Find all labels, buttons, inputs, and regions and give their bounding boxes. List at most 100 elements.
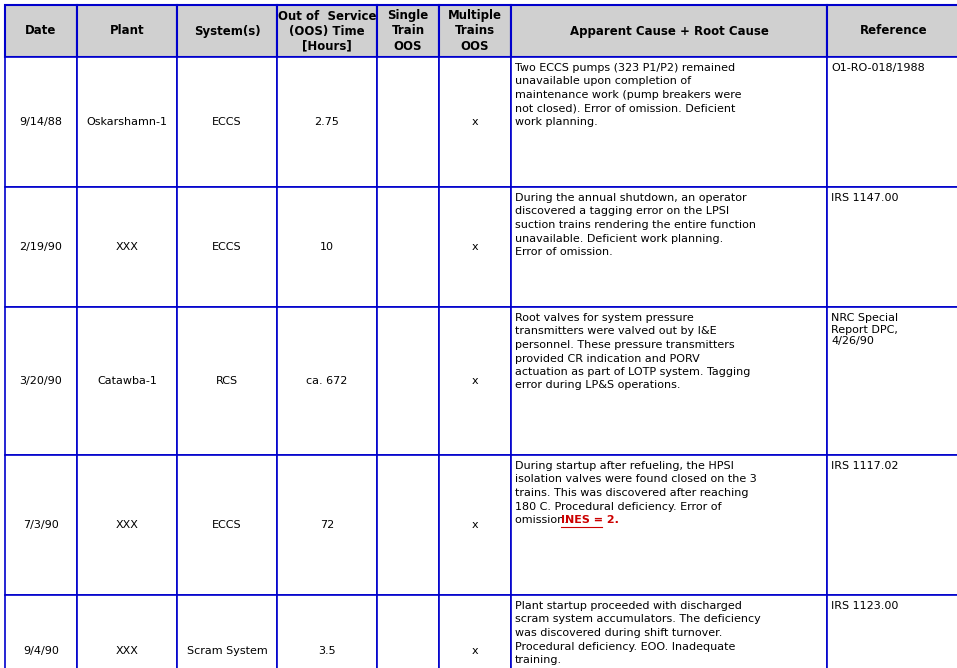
Text: actuation as part of LOTP system. Tagging: actuation as part of LOTP system. Taggin…	[515, 367, 754, 377]
Bar	[277, 455, 377, 595]
Bar	[377, 455, 439, 595]
Text: trains. This was discovered after reaching: trains. This was discovered after reachi…	[515, 488, 752, 498]
Bar	[77, 57, 177, 187]
Text: Procedural deficiency. EOO. Inadequate: Procedural deficiency. EOO. Inadequate	[515, 641, 739, 651]
Bar	[827, 307, 957, 455]
Bar	[5, 187, 77, 307]
Text: 3.5: 3.5	[318, 646, 336, 656]
Bar	[77, 307, 177, 455]
Text: During the annual shutdown, an operator: During the annual shutdown, an operator	[515, 193, 750, 203]
Text: ca. 672: ca. 672	[306, 376, 347, 386]
Bar	[439, 57, 511, 187]
Bar	[77, 455, 177, 595]
Text: Reference: Reference	[860, 25, 928, 37]
Bar	[511, 595, 827, 668]
Bar	[377, 57, 439, 187]
Text: 2.75: 2.75	[315, 117, 340, 127]
Bar	[177, 595, 277, 668]
Bar	[77, 595, 177, 668]
Text: isolation valves were found closed on the 3: isolation valves were found closed on th…	[515, 474, 760, 484]
Text: unavailable upon completion of: unavailable upon completion of	[515, 77, 695, 86]
Bar	[177, 455, 277, 595]
Text: System(s): System(s)	[193, 25, 260, 37]
Bar	[439, 5, 511, 57]
Bar	[177, 5, 277, 57]
Bar	[277, 595, 377, 668]
Bar	[827, 595, 957, 668]
Text: personnel. These pressure transmitters: personnel. These pressure transmitters	[515, 340, 738, 350]
Text: not closed). Error of omission. Deficient: not closed). Error of omission. Deficien…	[515, 104, 739, 114]
Bar	[77, 5, 177, 57]
Bar	[439, 307, 511, 455]
Text: 7/3/90: 7/3/90	[23, 520, 59, 530]
Text: Error of omission.: Error of omission.	[515, 247, 612, 257]
Text: Oskarshamn-1: Oskarshamn-1	[86, 117, 167, 127]
Text: 10: 10	[320, 242, 334, 252]
Bar	[511, 57, 827, 187]
Text: Apparent Cause + Root Cause: Apparent Cause + Root Cause	[569, 25, 768, 37]
Text: scram system accumulators. The deficiency: scram system accumulators. The deficienc…	[515, 615, 765, 625]
Text: transmitters were valved out by I&E: transmitters were valved out by I&E	[515, 327, 720, 337]
Text: NRC Special
Report DPC,
4/26/90: NRC Special Report DPC, 4/26/90	[831, 313, 898, 346]
Bar	[277, 307, 377, 455]
Text: IRS 1147.00: IRS 1147.00	[831, 193, 899, 203]
Text: Single
Train
OOS: Single Train OOS	[388, 9, 429, 53]
Text: Out of  Service
(OOS) Time
[Hours]: Out of Service (OOS) Time [Hours]	[278, 9, 376, 53]
Text: 2/19/90: 2/19/90	[19, 242, 62, 252]
Bar	[277, 5, 377, 57]
Text: 72: 72	[320, 520, 334, 530]
Text: RCS: RCS	[216, 376, 238, 386]
Text: x: x	[472, 376, 478, 386]
Text: IRS 1123.00: IRS 1123.00	[831, 601, 899, 611]
Bar	[5, 595, 77, 668]
Bar	[377, 595, 439, 668]
Bar	[511, 187, 827, 307]
Text: XXX: XXX	[116, 242, 139, 252]
Text: suction trains rendering the entire function: suction trains rendering the entire func…	[515, 220, 760, 230]
Bar	[439, 455, 511, 595]
Bar	[177, 187, 277, 307]
Bar	[511, 307, 827, 455]
Bar	[5, 57, 77, 187]
Bar	[827, 455, 957, 595]
Text: IRS 1117.02: IRS 1117.02	[831, 461, 899, 471]
Bar	[827, 57, 957, 187]
Text: work planning.: work planning.	[515, 117, 598, 127]
Text: provided CR indication and PORV: provided CR indication and PORV	[515, 353, 703, 363]
Bar	[277, 187, 377, 307]
Bar	[177, 307, 277, 455]
Bar	[511, 5, 827, 57]
Text: x: x	[472, 117, 478, 127]
Bar	[377, 5, 439, 57]
Bar	[5, 307, 77, 455]
Text: x: x	[472, 646, 478, 656]
Text: Date: Date	[25, 25, 56, 37]
Bar	[377, 187, 439, 307]
Bar	[827, 5, 957, 57]
Text: Plant startup proceeded with discharged: Plant startup proceeded with discharged	[515, 601, 746, 611]
Text: unavailable. Deficient work planning.: unavailable. Deficient work planning.	[515, 234, 726, 244]
Text: 9/14/88: 9/14/88	[19, 117, 62, 127]
Text: x: x	[472, 242, 478, 252]
Text: error during LP&S operations.: error during LP&S operations.	[515, 381, 680, 391]
Text: x: x	[472, 520, 478, 530]
Text: XXX: XXX	[116, 646, 139, 656]
Text: During startup after refueling, the HPSI: During startup after refueling, the HPSI	[515, 461, 738, 471]
Text: Scram System: Scram System	[187, 646, 267, 656]
Text: Multiple
Trains
OOS: Multiple Trains OOS	[448, 9, 502, 53]
Text: Root valves for system pressure: Root valves for system pressure	[515, 313, 698, 323]
Text: ECCS: ECCS	[212, 520, 242, 530]
Text: was discovered during shift turnover.: was discovered during shift turnover.	[515, 628, 725, 638]
Text: XXX: XXX	[116, 520, 139, 530]
Bar	[177, 57, 277, 187]
Bar	[5, 455, 77, 595]
Bar	[511, 455, 827, 595]
Bar	[5, 5, 77, 57]
Bar	[277, 57, 377, 187]
Text: discovered a tagging error on the LPSI: discovered a tagging error on the LPSI	[515, 206, 733, 216]
Text: omission.: omission.	[515, 515, 571, 525]
Text: ECCS: ECCS	[212, 117, 242, 127]
Text: Plant: Plant	[110, 25, 145, 37]
Text: 3/20/90: 3/20/90	[20, 376, 62, 386]
Bar	[439, 187, 511, 307]
